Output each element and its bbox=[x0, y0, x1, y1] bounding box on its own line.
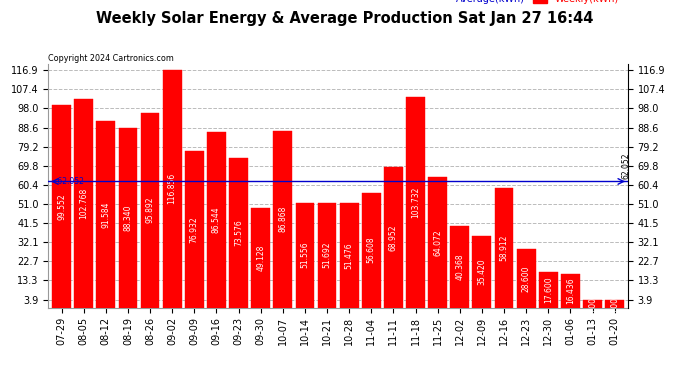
Bar bbox=[273, 131, 292, 308]
Bar bbox=[97, 122, 115, 308]
Text: 76.932: 76.932 bbox=[190, 216, 199, 243]
Text: 86.544: 86.544 bbox=[212, 206, 221, 233]
Text: 99.552: 99.552 bbox=[57, 193, 66, 220]
Bar bbox=[561, 274, 580, 308]
Text: 40.368: 40.368 bbox=[455, 253, 464, 280]
Text: 102.768: 102.768 bbox=[79, 188, 88, 219]
Bar bbox=[251, 208, 270, 308]
Text: 64.072: 64.072 bbox=[433, 229, 442, 256]
Bar bbox=[428, 177, 447, 308]
Text: 62.052: 62.052 bbox=[621, 153, 630, 179]
Text: 51.476: 51.476 bbox=[345, 242, 354, 268]
Text: 51.692: 51.692 bbox=[322, 242, 331, 268]
Bar bbox=[406, 97, 425, 308]
Text: 62.052: 62.052 bbox=[55, 177, 83, 186]
Text: 68.952: 68.952 bbox=[389, 224, 398, 251]
Text: 51.556: 51.556 bbox=[300, 242, 309, 268]
Text: 91.584: 91.584 bbox=[101, 201, 110, 228]
Text: 0.000: 0.000 bbox=[610, 292, 619, 315]
Text: Weekly Solar Energy & Average Production Sat Jan 27 16:44: Weekly Solar Energy & Average Production… bbox=[97, 11, 593, 26]
Bar bbox=[75, 99, 93, 308]
Text: 73.576: 73.576 bbox=[234, 219, 243, 246]
Bar bbox=[185, 151, 204, 308]
Text: 56.608: 56.608 bbox=[367, 237, 376, 263]
Bar bbox=[451, 225, 469, 308]
Bar bbox=[141, 113, 159, 308]
Bar bbox=[495, 188, 513, 308]
Bar bbox=[473, 236, 491, 308]
Bar bbox=[295, 203, 315, 308]
Bar bbox=[539, 272, 558, 308]
Text: 28.600: 28.600 bbox=[522, 265, 531, 292]
Text: 0.000: 0.000 bbox=[588, 292, 597, 315]
Text: 35.420: 35.420 bbox=[477, 258, 486, 285]
Bar bbox=[384, 168, 403, 308]
Text: 95.892: 95.892 bbox=[146, 197, 155, 223]
Text: 49.128: 49.128 bbox=[256, 244, 265, 271]
Bar bbox=[362, 192, 381, 308]
Bar bbox=[605, 300, 624, 307]
Text: 116.856: 116.856 bbox=[168, 173, 177, 204]
Bar bbox=[229, 158, 248, 308]
Text: Copyright 2024 Cartronics.com: Copyright 2024 Cartronics.com bbox=[48, 54, 174, 63]
Bar bbox=[119, 128, 137, 308]
Text: 58.912: 58.912 bbox=[500, 234, 509, 261]
Bar bbox=[52, 105, 71, 308]
Bar bbox=[517, 249, 535, 308]
Text: 86.868: 86.868 bbox=[278, 206, 287, 232]
Text: 88.340: 88.340 bbox=[124, 204, 132, 231]
Bar bbox=[583, 300, 602, 307]
Legend: Average(kWh), Weekly(kWh): Average(kWh), Weekly(kWh) bbox=[429, 0, 623, 8]
Text: 103.732: 103.732 bbox=[411, 186, 420, 218]
Text: 17.600: 17.600 bbox=[544, 276, 553, 303]
Bar bbox=[163, 70, 181, 308]
Bar bbox=[207, 132, 226, 308]
Bar bbox=[339, 203, 359, 308]
Text: 16.436: 16.436 bbox=[566, 278, 575, 304]
Bar bbox=[317, 202, 337, 308]
